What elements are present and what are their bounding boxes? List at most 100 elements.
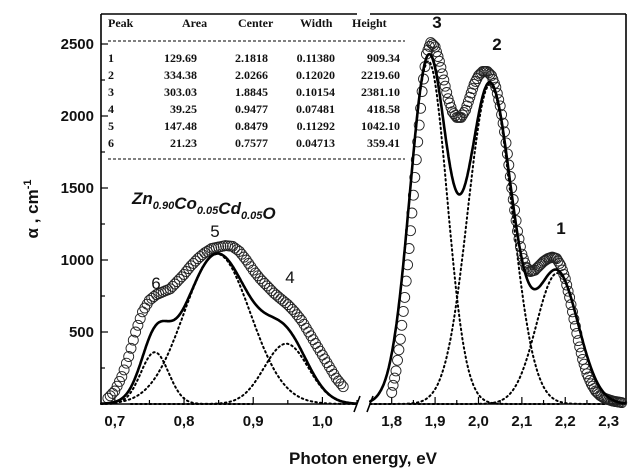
data-point (139, 302, 151, 314)
data-point (314, 345, 326, 357)
data-point (137, 306, 148, 318)
data-point (120, 357, 132, 369)
table-cell: 21.23 (170, 136, 197, 150)
data-point (439, 80, 451, 92)
table-cell: 2 (108, 68, 114, 82)
data-point (468, 78, 480, 90)
data-point (130, 326, 142, 338)
data-point (109, 385, 121, 397)
data-point (425, 37, 437, 49)
x-tick-label: 0,7 (104, 413, 125, 430)
table-cell: 334.38 (164, 68, 197, 82)
table-cell: 303.03 (164, 85, 197, 99)
x-tick-label: 2,1 (511, 413, 532, 430)
table-cell: 2.0266 (235, 68, 268, 82)
data-point (416, 86, 428, 97)
data-point (438, 74, 450, 86)
data-point (328, 368, 340, 380)
data-point (554, 257, 565, 269)
x-axis-title: Photon energy, eV (289, 449, 438, 468)
peak-labels: 1 2 3 4 5 6 (151, 13, 565, 293)
data-point (390, 365, 402, 377)
data-point (393, 344, 405, 356)
table-cell: 129.69 (164, 51, 197, 65)
data-point (484, 68, 496, 80)
data-point (118, 364, 130, 376)
table-cell: 4 (108, 102, 114, 116)
data-point (394, 333, 406, 345)
data-point (568, 313, 580, 325)
data-point (111, 380, 123, 392)
table-cell: 2.1818 (235, 51, 268, 65)
data-point (123, 351, 135, 362)
y-tick-label: 1500 (61, 180, 94, 197)
table-cell: 39.25 (170, 102, 197, 116)
data-point (435, 62, 447, 73)
table-cell: 2219.60 (361, 68, 400, 82)
formula-element: Cd (218, 199, 241, 218)
data-point (132, 319, 144, 331)
table-cell: 1 (108, 51, 114, 65)
fit-curve-segment-2 (369, 52, 627, 405)
table-header-cell: Center (238, 16, 274, 30)
data-point (389, 372, 401, 384)
table-cell: 5 (108, 119, 114, 133)
table-header-cell: Area (182, 16, 207, 30)
peak-component-4 (129, 342, 358, 405)
data-point (410, 154, 422, 166)
table-cell: 418.58 (367, 102, 400, 116)
data-point (337, 381, 349, 393)
data-point (392, 354, 403, 366)
x-tick-label: 0,9 (243, 413, 264, 430)
data-point (307, 334, 319, 346)
data-point (305, 330, 317, 342)
table-cell: 3 (108, 85, 114, 99)
data-point (467, 83, 479, 95)
y-axis-ticks: 500 1000 1500 2000 2500 (61, 36, 108, 369)
table-cell: 0.04713 (296, 136, 335, 150)
peak-label-5: 5 (210, 222, 219, 241)
data-point (412, 136, 424, 148)
table-header-cell: Height (352, 16, 387, 30)
data-point (300, 322, 312, 334)
fit-curve-segment-1 (100, 252, 358, 405)
peak-label-6: 6 (151, 274, 160, 293)
data-point (396, 319, 408, 331)
y-tick-label: 1000 (61, 252, 94, 269)
table-cell: 0.07481 (296, 102, 335, 116)
data-point (413, 119, 425, 131)
table-cell: 359.41 (367, 136, 400, 150)
formula-subscript: 0.05 (197, 205, 219, 217)
data-point (415, 102, 427, 114)
data-point (458, 107, 470, 119)
peak-label-2: 2 (492, 35, 501, 54)
x-tick-label: 1,8 (381, 413, 402, 430)
table-cell: 0.9477 (235, 102, 268, 116)
table-cell: 2381.10 (361, 85, 400, 99)
x-tick-label: 2,3 (598, 413, 619, 430)
table-header-cell: Width (300, 16, 333, 30)
y-axis-title-superscript: -1 (22, 180, 34, 190)
table-cell: 1042.10 (361, 119, 400, 133)
formula-element: O (262, 204, 275, 223)
data-point (321, 357, 333, 369)
data-point (569, 320, 581, 332)
formula-element: Co (174, 194, 197, 213)
table-cell: 909.34 (367, 51, 400, 65)
table-cell: 0.11380 (297, 51, 335, 65)
data-point (335, 378, 347, 390)
data-point (127, 334, 139, 346)
y-tick-label: 2500 (61, 36, 94, 53)
table-cell: 147.48 (164, 119, 197, 133)
table-cell: 6 (108, 136, 114, 150)
data-point (530, 263, 542, 275)
data-point (323, 361, 335, 373)
data-point (310, 338, 321, 349)
table-cell: 0.10154 (296, 85, 335, 99)
x-tick-label: 2,0 (468, 413, 489, 430)
table-cell: 0.11292 (297, 119, 335, 133)
data-point (312, 341, 324, 353)
fit-parameter-table: Peak Area Center Width Height 1 129.69 2.1818 0.… (108, 16, 405, 160)
y-axis-title: α , cm-1 (22, 180, 42, 239)
